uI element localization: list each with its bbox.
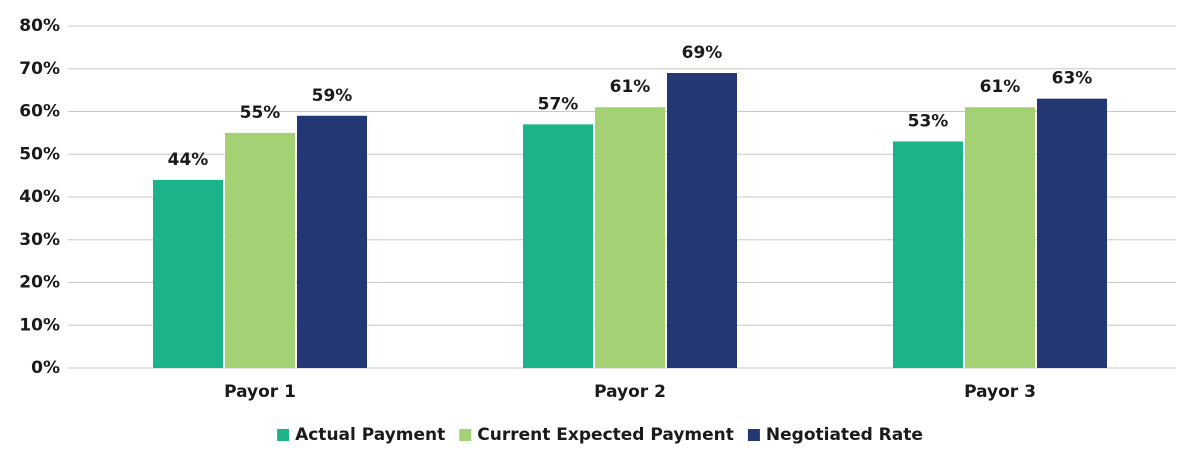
legend-swatch (747, 429, 760, 441)
x-tick-label: Payor 2 (594, 382, 666, 402)
data-label: 61% (610, 77, 651, 97)
y-tick-label: 60% (19, 102, 60, 122)
bar (523, 124, 593, 368)
bar (965, 107, 1035, 368)
bar (667, 73, 737, 369)
y-tick-label: 80% (19, 16, 60, 36)
y-tick-label: 10% (19, 315, 60, 335)
y-tick-label: 30% (19, 230, 60, 250)
y-tick-label: 50% (19, 144, 60, 164)
data-label: 44% (168, 150, 209, 170)
x-tick-label: Payor 1 (224, 382, 296, 402)
bar (1037, 98, 1107, 369)
legend-label: Actual Payment (295, 425, 445, 445)
bar (297, 115, 367, 369)
data-label: 57% (538, 94, 579, 114)
y-tick-label: 20% (19, 273, 60, 293)
bar (893, 141, 963, 368)
data-label: 53% (908, 111, 949, 131)
y-tick-label: 40% (19, 187, 60, 207)
legend-swatch (277, 429, 290, 441)
data-label: 69% (682, 43, 723, 63)
data-label: 55% (240, 103, 281, 123)
bar (225, 132, 295, 368)
data-label: 63% (1052, 69, 1093, 89)
legend-label: Negotiated Rate (766, 425, 923, 445)
data-label: 59% (312, 86, 353, 106)
legend-label: Current Expected Payment (477, 425, 734, 445)
bar (595, 107, 665, 368)
bar (153, 179, 223, 368)
y-tick-label: 0% (31, 358, 60, 378)
y-tick-label: 70% (19, 59, 60, 79)
legend-swatch (459, 429, 472, 441)
x-tick-label: Payor 3 (964, 382, 1036, 402)
data-label: 61% (980, 77, 1021, 97)
